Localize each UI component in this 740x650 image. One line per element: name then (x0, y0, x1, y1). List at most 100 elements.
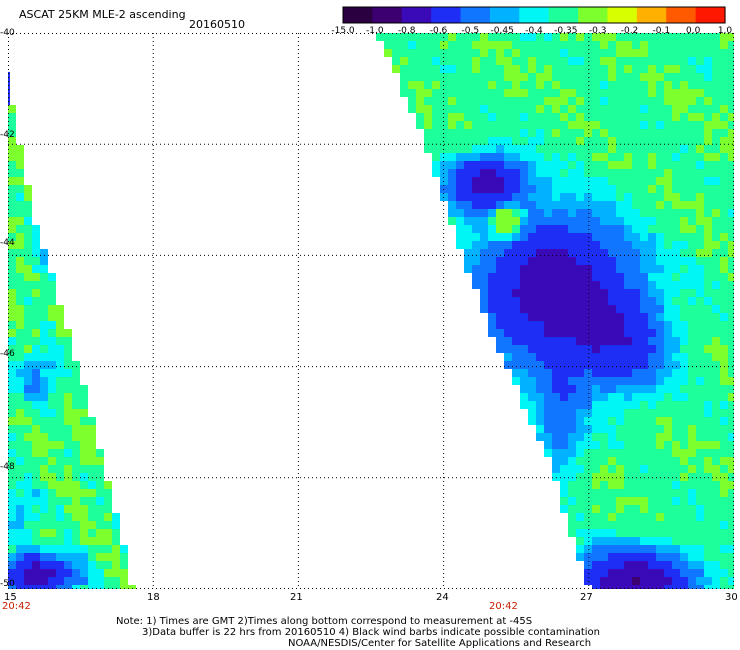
swath-cell (528, 321, 536, 329)
swath-cell (624, 113, 632, 121)
swath-cell (704, 73, 712, 81)
swath-cell (696, 353, 704, 361)
swath-cell (520, 41, 528, 49)
swath-cell (464, 57, 472, 65)
swath-cell (664, 289, 672, 297)
swath-cell (104, 529, 112, 537)
swath-cell (600, 473, 608, 481)
swath-cell (688, 145, 696, 153)
colorbar-label: -0.2 (620, 26, 639, 36)
swath-cell (672, 265, 680, 273)
swath-cell (560, 57, 568, 65)
swath-cell (696, 417, 704, 425)
swath-cell (536, 433, 544, 441)
swath-cell (720, 201, 728, 209)
swath-cell (576, 153, 584, 161)
swath-cell (696, 337, 704, 345)
swath-cell (656, 137, 664, 145)
swath-cell (688, 121, 696, 129)
swath-cell (680, 297, 688, 305)
swath-cell (600, 369, 608, 377)
swath-cell (592, 585, 600, 589)
swath-cell (624, 241, 632, 249)
swath-cell (560, 337, 568, 345)
swath-cell (24, 273, 32, 281)
swath-cell (664, 425, 672, 433)
swath-cell (536, 177, 544, 185)
swath-cell (640, 305, 648, 313)
swath-cell (424, 41, 432, 49)
swath-cell (624, 417, 632, 425)
swath-cell (592, 33, 600, 41)
swath-cell (656, 97, 664, 105)
swath-cell (600, 105, 608, 113)
swath-cell (56, 305, 64, 313)
swath-cell (720, 233, 728, 241)
swath-cell (656, 73, 664, 81)
swath-cell (520, 153, 528, 161)
swath-cell (592, 569, 600, 577)
swath-cell (608, 585, 616, 589)
swath-cell (392, 65, 400, 73)
colorbar-swatch (519, 7, 550, 23)
swath-cell (496, 233, 504, 241)
swath-cell (672, 529, 680, 537)
swath-cell (568, 105, 576, 113)
swath-cell (624, 433, 632, 441)
swath-cell (408, 33, 416, 41)
swath-cell (560, 433, 568, 441)
swath-cell (672, 497, 680, 505)
swath-cell (688, 313, 696, 321)
swath-cell (680, 273, 688, 281)
swath-cell (688, 273, 696, 281)
swath-cell (504, 33, 512, 41)
swath-cell (528, 385, 536, 393)
swath-cell (576, 409, 584, 417)
swath-cell (672, 537, 680, 545)
swath-cell (712, 73, 720, 81)
swath-cell (720, 513, 728, 521)
swath-cell (8, 529, 16, 537)
swath-cell (656, 385, 664, 393)
swath-cell (696, 481, 704, 489)
swath-cell (464, 241, 472, 249)
swath-cell (544, 241, 552, 249)
swath-cell (560, 73, 568, 81)
swath-cell (416, 33, 424, 41)
swath-cell (672, 377, 680, 385)
swath-cell (672, 481, 680, 489)
swath-cell (624, 65, 632, 73)
swath-cell (704, 425, 712, 433)
swath-cell (24, 505, 32, 513)
swath-cell (600, 401, 608, 409)
swath-cell (88, 433, 96, 441)
swath-cell (64, 577, 72, 585)
swath-cell (648, 345, 656, 353)
swath-cell (600, 545, 608, 553)
swath-cell (536, 49, 544, 57)
swath-cell (16, 361, 24, 369)
swath-cell (120, 553, 128, 561)
swath-cell (32, 425, 40, 433)
swath-cell (656, 297, 664, 305)
lon-label: 30 (725, 592, 738, 603)
swath-cell (400, 49, 408, 57)
swath-cell (656, 121, 664, 129)
swath-cell (520, 137, 528, 145)
swath-cell (576, 105, 584, 113)
swath-cell (536, 329, 544, 337)
swath-cell (456, 57, 464, 65)
swath-cell (568, 377, 576, 385)
swath-cell (696, 569, 704, 577)
swath-cell (576, 441, 584, 449)
swath-cell (560, 153, 568, 161)
swath-cell (568, 417, 576, 425)
swath-cell (560, 249, 568, 257)
swath-cell (520, 321, 528, 329)
swath-cell (696, 137, 704, 145)
swath-cell (608, 345, 616, 353)
swath-cell (552, 417, 560, 425)
swath-cell (408, 97, 416, 105)
swath-cell (416, 41, 424, 49)
note-line: Note: 1) Times are GMT 2)Times along bot… (116, 616, 533, 627)
